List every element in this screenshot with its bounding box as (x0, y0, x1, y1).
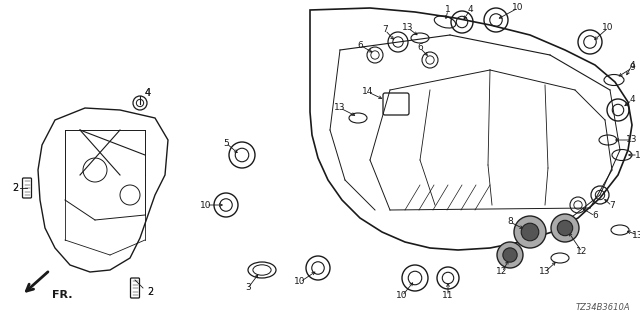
Text: 10: 10 (396, 292, 408, 300)
Text: 4: 4 (467, 5, 473, 14)
Text: 13: 13 (632, 230, 640, 239)
Text: 13: 13 (540, 268, 551, 276)
Text: 1: 1 (445, 5, 451, 14)
Text: 7: 7 (609, 202, 615, 211)
Text: 10: 10 (512, 4, 524, 12)
Text: 14: 14 (362, 87, 374, 97)
Text: 2: 2 (147, 287, 153, 297)
Circle shape (503, 248, 517, 262)
Text: 10: 10 (294, 277, 306, 286)
Text: 12: 12 (496, 268, 508, 276)
Text: 13: 13 (334, 103, 346, 113)
Text: 10: 10 (602, 23, 614, 33)
Circle shape (514, 216, 546, 248)
Text: 13: 13 (403, 23, 413, 33)
Circle shape (521, 223, 539, 241)
Circle shape (557, 220, 573, 236)
Text: 1: 1 (635, 150, 640, 159)
Text: 2: 2 (12, 183, 18, 193)
Text: 10: 10 (200, 201, 212, 210)
Text: 2: 2 (12, 183, 18, 193)
Text: 4: 4 (145, 88, 151, 98)
Text: 4: 4 (145, 88, 151, 98)
Text: 5: 5 (223, 139, 229, 148)
Circle shape (551, 214, 579, 242)
Text: 4: 4 (629, 60, 635, 69)
Text: TZ34B3610A: TZ34B3610A (575, 303, 630, 312)
Text: 2: 2 (147, 287, 153, 297)
Text: 6: 6 (592, 212, 598, 220)
Text: 11: 11 (442, 292, 454, 300)
Circle shape (497, 242, 523, 268)
Text: 6: 6 (357, 41, 363, 50)
Text: 9: 9 (629, 63, 635, 73)
Text: 7: 7 (382, 26, 388, 35)
Text: 12: 12 (576, 247, 588, 257)
Text: 3: 3 (245, 284, 251, 292)
Text: 4: 4 (629, 95, 635, 105)
Text: 13: 13 (627, 135, 637, 145)
Text: FR.: FR. (52, 290, 72, 300)
Text: 6: 6 (417, 44, 423, 52)
Text: 8: 8 (507, 218, 513, 227)
